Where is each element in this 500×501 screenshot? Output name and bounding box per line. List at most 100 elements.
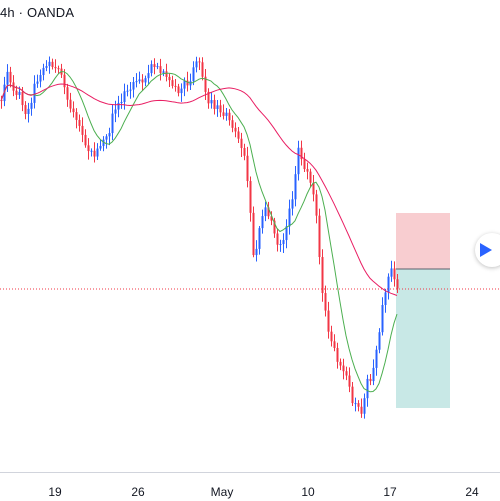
candle-body bbox=[324, 293, 327, 311]
candle-body bbox=[363, 398, 366, 414]
candle bbox=[288, 199, 291, 235]
candle-body bbox=[252, 212, 255, 256]
candle-body bbox=[168, 76, 171, 81]
price-chart[interactable] bbox=[0, 0, 500, 472]
candle bbox=[246, 146, 249, 188]
candle-body bbox=[348, 375, 351, 387]
candle-body bbox=[126, 90, 129, 92]
candle bbox=[192, 61, 195, 86]
play-icon bbox=[480, 243, 492, 257]
candle bbox=[291, 191, 294, 216]
candle-body bbox=[264, 207, 267, 217]
candle-body bbox=[330, 331, 333, 342]
candle-body bbox=[51, 61, 54, 67]
candle bbox=[363, 393, 366, 419]
time-tick-label: 10 bbox=[301, 485, 315, 499]
candle-body bbox=[234, 127, 237, 132]
candle-body bbox=[336, 347, 339, 362]
candle-body bbox=[93, 150, 96, 157]
candle bbox=[144, 75, 147, 87]
candle-body bbox=[318, 215, 321, 258]
candle bbox=[48, 56, 51, 74]
candle-body bbox=[345, 371, 348, 376]
candle-body bbox=[357, 403, 360, 407]
time-axis[interactable]: 19 26 May 10 17 24 bbox=[0, 472, 500, 501]
candle bbox=[393, 261, 396, 287]
candle bbox=[381, 297, 384, 336]
candle bbox=[369, 374, 372, 386]
chart-pane[interactable]: 4h · OANDA bbox=[0, 0, 500, 472]
candle-body bbox=[342, 365, 345, 372]
candle-body bbox=[135, 81, 138, 83]
candle bbox=[33, 75, 36, 109]
candle bbox=[285, 219, 288, 249]
candle-body bbox=[174, 85, 177, 87]
candle bbox=[378, 328, 381, 354]
candle bbox=[351, 382, 354, 406]
candle-body bbox=[84, 134, 87, 146]
candle bbox=[234, 122, 237, 138]
candle-body bbox=[75, 112, 78, 120]
take-profit-zone bbox=[396, 269, 450, 408]
candle bbox=[195, 56, 198, 73]
candle bbox=[96, 143, 99, 160]
candle-body bbox=[249, 181, 252, 213]
time-tick-label: 19 bbox=[48, 485, 62, 499]
candle-body bbox=[213, 100, 216, 109]
candle bbox=[162, 69, 165, 77]
candle-body bbox=[165, 71, 168, 77]
candle bbox=[225, 107, 228, 121]
candle-body bbox=[105, 136, 108, 140]
candle bbox=[303, 152, 306, 173]
candle bbox=[24, 101, 27, 120]
candle-body bbox=[129, 89, 132, 91]
candle bbox=[375, 345, 378, 376]
candle bbox=[270, 211, 273, 226]
candle-body bbox=[36, 81, 39, 84]
time-tick-label: 17 bbox=[383, 485, 397, 499]
candle bbox=[165, 63, 168, 82]
candle bbox=[135, 73, 138, 88]
candle-body bbox=[228, 112, 231, 121]
candle bbox=[147, 64, 150, 85]
candle bbox=[300, 140, 303, 166]
candle bbox=[180, 83, 183, 102]
candle bbox=[219, 99, 222, 118]
candle-body bbox=[27, 108, 30, 115]
replay-play-button[interactable] bbox=[475, 233, 500, 267]
candle bbox=[114, 100, 117, 123]
candle bbox=[57, 65, 60, 75]
candle bbox=[312, 175, 315, 202]
candle bbox=[27, 102, 30, 123]
candle bbox=[309, 168, 312, 188]
candle-body bbox=[66, 87, 69, 100]
candle-body bbox=[216, 105, 219, 109]
candle-body bbox=[183, 80, 186, 89]
candle bbox=[90, 148, 93, 157]
candle bbox=[138, 71, 141, 84]
candle bbox=[249, 176, 252, 222]
candle-body bbox=[33, 83, 36, 103]
candle-body bbox=[159, 66, 162, 73]
candle bbox=[255, 240, 258, 262]
candle-body bbox=[270, 216, 273, 221]
time-tick-label: May bbox=[210, 485, 234, 499]
position-tool bbox=[396, 213, 450, 408]
candle-body bbox=[312, 182, 315, 195]
candle-body bbox=[138, 79, 141, 82]
candle bbox=[87, 138, 90, 160]
candle-body bbox=[300, 147, 303, 160]
candle-body bbox=[294, 174, 297, 200]
candle bbox=[177, 83, 180, 97]
candle bbox=[336, 342, 339, 369]
candle-body bbox=[102, 139, 105, 146]
candle-body bbox=[78, 119, 81, 126]
candle bbox=[345, 366, 348, 381]
candle-body bbox=[162, 71, 165, 73]
candle-body bbox=[114, 109, 117, 114]
candle-body bbox=[288, 208, 291, 227]
candle bbox=[186, 71, 189, 92]
candle-body bbox=[321, 257, 324, 294]
candle-body bbox=[333, 341, 336, 348]
candle-body bbox=[69, 99, 72, 109]
